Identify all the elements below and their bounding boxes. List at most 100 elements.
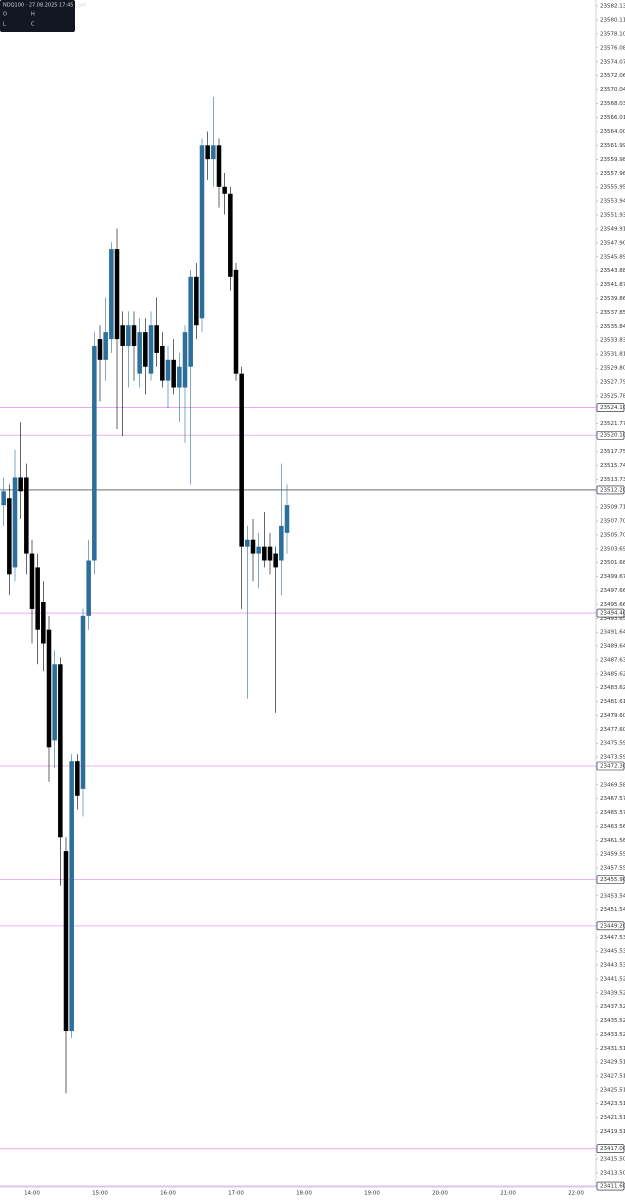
y-tick-label: 23443.53 [600,963,625,969]
y-tick-label: 23431.51 [600,1046,625,1052]
y-tick-label: 23475.59 [600,741,625,747]
y-tick-label: 23515.74 [600,463,625,469]
current-price-box [596,485,625,495]
candle-body [239,373,244,547]
level-label: 23524.10 [600,405,625,411]
candle-body [52,664,57,741]
y-tick-label: 23495.66 [600,602,625,608]
candle-body [35,567,40,630]
candle-body [80,615,86,789]
y-tick-label: 23553.94 [600,199,625,205]
y-tick-label: 23551.93 [600,212,625,218]
y-tick-label: 23505.70 [600,532,625,538]
y-tick-label: 23493.65 [600,616,625,622]
x-tick-label: 21:00 [500,1191,516,1197]
candle-body [245,539,250,547]
y-tick-label: 23419.51 [600,1129,625,1135]
y-tick-label: 23570.04 [600,87,625,93]
y-tick-label: 23557.96 [600,171,625,177]
candle-body [284,505,290,533]
x-tick-label: 19:00 [364,1191,380,1197]
candle-body [1,491,6,506]
y-tick-label: 23529.80 [600,366,625,372]
y-tick-label: 23427.51 [600,1073,625,1079]
candle-body [228,193,233,277]
y-tick-label: 23481.61 [600,699,625,705]
y-tick-label: 23489.64 [600,644,625,650]
x-tick-label: 18:00 [296,1191,312,1197]
candle-body [267,546,273,561]
y-tick-label: 23539.86 [600,296,625,302]
candle-body [69,761,74,1032]
y-tick-label: 23465.57 [600,810,625,816]
y-tick-label: 23429.51 [600,1060,625,1066]
y-tick-label: 23483.62 [600,685,625,691]
levels: 23524.10 23520.10 23494.40 23472.30 23455.90… [0,403,625,1191]
y-tick-label: 23479.60 [600,713,625,719]
y-tick-label: 23469.58 [600,782,625,788]
candle-body [109,249,114,340]
candle-body [131,325,137,346]
y-tick-label: 23531.81 [600,352,625,358]
level-label: 23455.90 [600,877,625,883]
legend-l: L [3,22,6,28]
legend-box [0,0,75,32]
y-tick-label: 23561.99 [600,143,625,149]
level-label: 23417.00 [600,1146,625,1152]
candle-body [205,145,210,160]
y-tick-label: 23457.55 [600,866,625,872]
y-tick-label: 23433.52 [600,1032,625,1038]
y-tick-label: 23574.07 [600,59,625,65]
y-tick-label: 23566.01 [600,115,625,121]
y-tick-label: 23582.13 [600,4,625,10]
candle-body [279,525,284,561]
y-tick-label: 23507.70 [600,519,625,525]
candle-body [160,345,165,381]
candle-body [171,359,176,388]
y-tick-label: 23513.73 [600,477,625,483]
x-tick-label: 20:00 [432,1191,448,1197]
candle-body [154,325,159,353]
candle-body [63,851,69,1032]
candle-body [41,602,46,644]
candle-body [262,546,267,561]
level-label-box [596,1181,625,1191]
level-label-box [596,875,625,884]
candle-body [188,276,193,367]
candle-body [7,498,12,575]
candle-body [273,553,278,568]
level-label-box [596,1144,625,1153]
candle-body [97,339,103,360]
x-tick-label: 17:00 [228,1191,244,1197]
candle-body [177,366,182,388]
current-price-label: 23512.20 [600,487,625,493]
y-tick-label: 23547.90 [600,240,625,246]
y-tick-label: 23423.51 [600,1101,625,1107]
candle-body [92,345,97,561]
candle-body [143,332,148,367]
candle-body [29,553,35,609]
y-tick-label: 23437.52 [600,1004,625,1010]
candle-body [75,761,80,796]
x-tick-label: 22:00 [568,1191,584,1197]
x-tick-label: 14:00 [24,1191,40,1197]
y-tick-label: 23415.50 [600,1157,625,1163]
y-tick-label: 23503.69 [600,546,625,552]
candle-body [194,276,199,326]
candle-body [148,325,154,374]
level-label-box [596,403,625,412]
y-tick-label: 23487.63 [600,657,625,663]
level-label-box [596,921,625,931]
y-tick-label: 23572.06 [600,73,625,79]
y-tick-label: 23521.77 [600,421,625,427]
y-tick-label: 23535.84 [600,324,625,330]
level-label: 23520.10 [600,433,625,439]
y-tick-label: 23545.89 [600,254,625,260]
y-tick-label: 23435.52 [600,1018,625,1024]
candle-body [216,145,222,187]
candle-body [86,560,91,616]
level-label-box [596,608,625,618]
legend-title: NDQ100 · 27.08.2025 17:45 · 5m [3,3,86,9]
